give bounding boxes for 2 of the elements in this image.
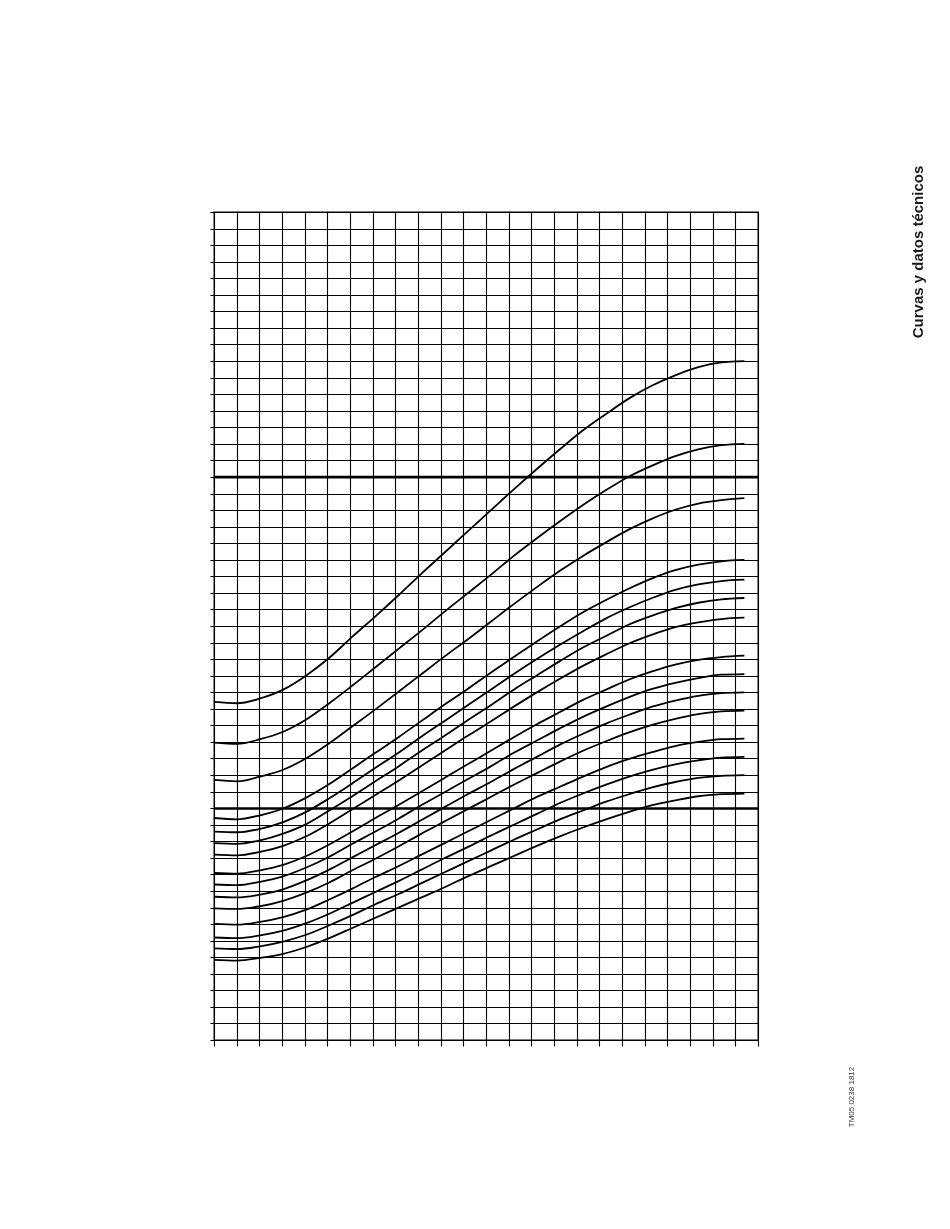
text: TM05 0238 1812 (847, 1066, 856, 1128)
text: Curvas y datos técnicos (909, 165, 926, 339)
